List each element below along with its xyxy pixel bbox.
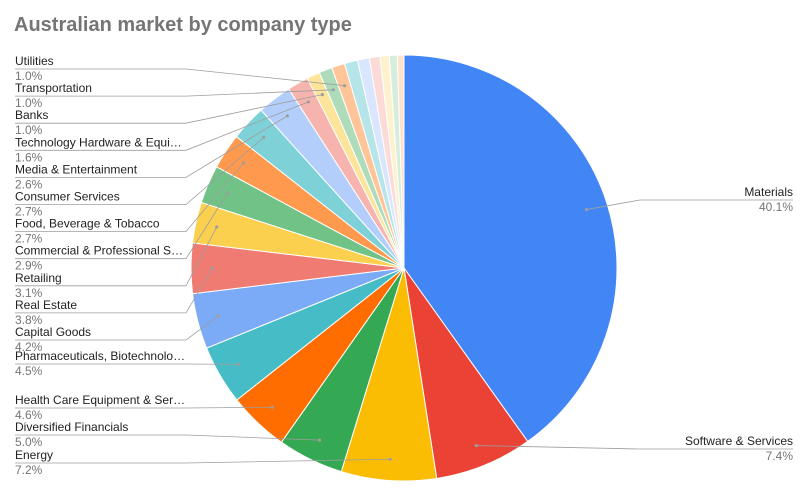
slice-label-materials: Materials: [744, 185, 793, 199]
slice-label-technology-hardware-equi: Technology Hardware & Equi…: [15, 135, 182, 149]
slice-percent-media-entertainment: 2.6%: [15, 177, 43, 191]
slice-label-transportation: Transportation: [15, 81, 92, 95]
slice-percent-utilities: 1.0%: [15, 69, 43, 83]
leader-line-software-services: [476, 445, 793, 450]
slice-percent-food-beverage-tobacco: 2.7%: [15, 232, 43, 246]
chart-title: Australian market by company type: [14, 14, 352, 36]
slice-label-health-care-equipment-ser: Health Care Equipment & Ser…: [15, 393, 185, 407]
slice-percent-technology-hardware-equi: 1.6%: [15, 150, 43, 164]
slice-percent-transportation: 1.0%: [15, 96, 43, 110]
pie-slice-unlabeled-22: [396, 54, 405, 269]
slice-percent-software-services: 7.4%: [766, 449, 794, 463]
slice-label-pharmaceuticals-biotechnolo: Pharmaceuticals, Biotechnolo…: [15, 349, 185, 363]
slice-label-banks: Banks: [15, 108, 48, 122]
slice-label-real-estate: Real Estate: [15, 298, 77, 312]
slice-percent-capital-goods: 4.2%: [15, 340, 43, 354]
leader-line-banks: [15, 94, 323, 124]
leader-line-commercial-professional-s: [15, 192, 229, 260]
slice-label-consumer-services: Consumer Services: [15, 190, 120, 204]
slice-label-media-entertainment: Media & Entertainment: [15, 162, 138, 176]
slice-percent-commercial-professional-s: 2.9%: [15, 259, 43, 273]
slice-percent-real-estate: 3.8%: [15, 313, 43, 327]
leader-line-transportation: [15, 89, 334, 97]
slice-label-software-services: Software & Services: [685, 434, 793, 448]
slice-label-capital-goods: Capital Goods: [15, 325, 91, 339]
slice-percent-health-care-equipment-ser: 4.6%: [15, 408, 43, 422]
leader-line-materials: [586, 199, 793, 210]
leader-lines: [15, 68, 793, 464]
pie-slices: [190, 54, 618, 482]
slice-percent-consumer-services: 2.7%: [15, 205, 43, 219]
slice-percent-pharmaceuticals-biotechnolo: 4.5%: [15, 364, 43, 378]
slice-label-food-beverage-tobacco: Food, Beverage & Tobacco: [15, 217, 160, 231]
slice-percent-banks: 1.0%: [15, 123, 43, 137]
leader-line-consumer-services: [15, 137, 265, 205]
leader-line-media-entertainment: [15, 115, 288, 178]
slice-label-retailing: Retailing: [15, 271, 62, 285]
leader-line-energy: [15, 458, 391, 464]
leader-dot-retailing: [215, 225, 219, 229]
slice-label-utilities: Utilities: [15, 54, 54, 68]
slice-label-commercial-professional-s: Commercial & Professional S…: [15, 244, 183, 258]
leader-line-retailing: [15, 226, 218, 287]
slice-percent-diversified-financials: 5.0%: [15, 435, 43, 449]
pie-slice-materials: [403, 54, 618, 443]
leader-line-health-care-equipment-ser: [15, 406, 273, 409]
leader-line-food-beverage-tobacco: [15, 162, 244, 233]
slice-percent-materials: 40.1%: [759, 200, 793, 214]
leader-line-real-estate: [15, 268, 213, 314]
pie-slice-software-services: [403, 267, 529, 480]
leader-line-capital-goods: [15, 315, 219, 341]
leader-line-utilities: [15, 68, 345, 87]
leader-line-diversified-financials: [15, 434, 320, 441]
slice-percent-retailing: 3.1%: [15, 286, 43, 300]
slice-percent-energy: 7.2%: [15, 463, 43, 477]
slice-label-diversified-financials: Diversified Financials: [15, 420, 128, 434]
leader-line-technology-hardware-equi: [15, 101, 309, 151]
slice-label-energy: Energy: [15, 448, 53, 462]
